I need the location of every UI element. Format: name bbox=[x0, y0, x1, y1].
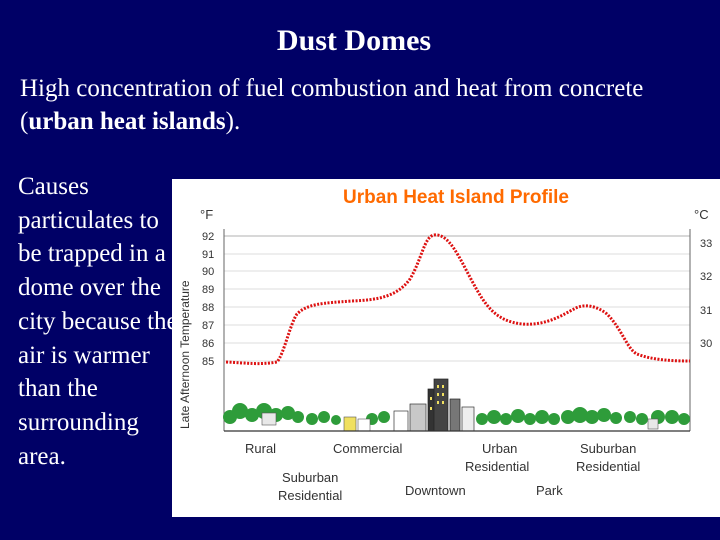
zone-label-urban-residential: Residential bbox=[465, 459, 529, 474]
rural-trees bbox=[223, 403, 304, 424]
zone-label-suburban-residential-right: Suburban bbox=[580, 441, 636, 456]
f-tick-label: 89 bbox=[202, 284, 214, 296]
skyline bbox=[223, 378, 690, 432]
f-tick-label: 86 bbox=[202, 338, 214, 350]
fahrenheit-axis: 92 91 90 89 88 87 86 85 bbox=[202, 229, 690, 431]
f-tick-label: 85 bbox=[202, 356, 214, 368]
celsius-unit-label: °C bbox=[694, 207, 709, 222]
zone-label-urban-residential: Urban bbox=[482, 441, 517, 456]
zone-label-suburban-residential-left: Residential bbox=[278, 488, 342, 503]
intro-text: High concentration of fuel combustion an… bbox=[20, 72, 700, 138]
zone-label-downtown: Downtown bbox=[405, 483, 466, 498]
f-tick-label: 87 bbox=[202, 320, 214, 332]
zone-label-suburban-residential-left: Suburban bbox=[282, 470, 338, 485]
zone-label-park: Park bbox=[536, 483, 563, 498]
intro-text-start: High concentration of fuel combustion an… bbox=[20, 75, 644, 135]
heat-island-figure: Urban Heat Island Profile °F °C Late Aft… bbox=[172, 179, 720, 517]
f-tick-label: 90 bbox=[202, 266, 214, 278]
f-tick-label: 91 bbox=[202, 249, 214, 261]
heat-island-diagram: Urban Heat Island Profile °F °C Late Aft… bbox=[178, 187, 712, 503]
commercial-building bbox=[357, 418, 371, 432]
f-tick-label: 88 bbox=[202, 302, 214, 314]
suburban-house bbox=[647, 418, 659, 430]
temperature-curve bbox=[225, 233, 691, 366]
c-tick-label: 31 bbox=[700, 305, 712, 317]
commercial-building bbox=[343, 416, 357, 432]
c-tick-label: 33 bbox=[700, 238, 712, 250]
zone-label-rural: Rural bbox=[245, 441, 276, 456]
c-tick-label: 32 bbox=[700, 271, 712, 283]
fahrenheit-unit-label: °F bbox=[200, 207, 213, 222]
slide-title: Dust Domes bbox=[276, 24, 432, 57]
causes-text: Causes particulates to be trapped in a d… bbox=[18, 173, 178, 470]
y-axis-label: Late Afternoon Temperature bbox=[178, 280, 192, 429]
downtown-buildings bbox=[393, 378, 475, 432]
urban-residential-trees bbox=[476, 409, 560, 425]
rural-house bbox=[261, 412, 277, 426]
zone-label-suburban-residential-right: Residential bbox=[576, 459, 640, 474]
park-trees bbox=[561, 407, 622, 424]
f-tick-label: 92 bbox=[202, 231, 214, 243]
intro-text-bold: urban heat islands bbox=[28, 108, 226, 135]
intro-text-end: ). bbox=[225, 108, 241, 135]
figure-title: Urban Heat Island Profile bbox=[343, 187, 569, 208]
zone-labels: Rural Commercial Urban Residential Subur… bbox=[245, 441, 640, 503]
celsius-axis: 33 32 31 30 bbox=[689, 229, 712, 431]
c-tick-label: 30 bbox=[700, 338, 712, 350]
zone-label-commercial: Commercial bbox=[333, 441, 402, 456]
